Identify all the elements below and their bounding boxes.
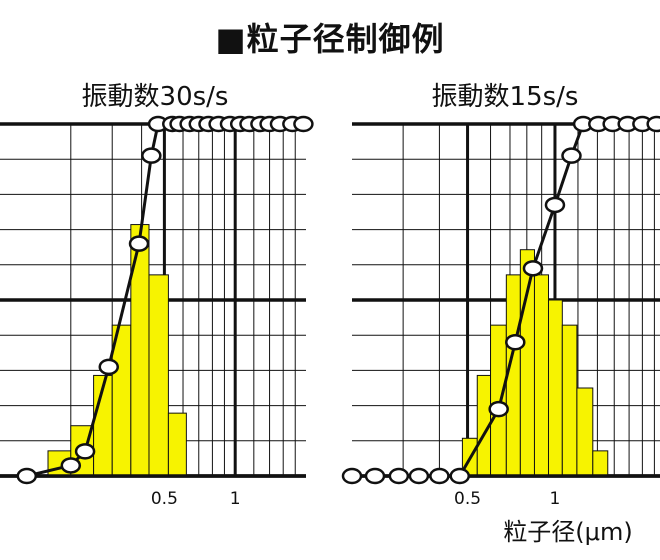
- cumulative-point: [488, 400, 509, 418]
- cumulative-point: [98, 358, 120, 376]
- panel-title-15: 振動数15s/s: [432, 82, 579, 112]
- x-tick-label: 1: [550, 489, 561, 509]
- histogram-bar: [561, 324, 578, 477]
- histogram-bar: [167, 412, 187, 477]
- figure-title: ■粒子径制御例: [215, 20, 445, 58]
- histogram-bar: [111, 324, 132, 477]
- histogram-bar: [148, 274, 169, 477]
- cumulative-point: [16, 467, 38, 485]
- cumulative-point: [561, 147, 582, 164]
- panel-title-30: 振動数30s/s: [82, 82, 229, 112]
- histogram-bar: [576, 387, 594, 477]
- chart-panel-15: 振動数15s/s 0.5 1: [341, 82, 660, 509]
- x-axis-label: 粒子径(μm): [503, 518, 632, 546]
- cumulative-point: [60, 457, 82, 474]
- cumulative-point: [429, 467, 450, 485]
- cumulative-point: [141, 147, 162, 164]
- histogram-bar: [519, 249, 535, 477]
- cumulative-point: [449, 467, 470, 485]
- histogram-bar: [547, 299, 563, 477]
- x-tick-label: 1: [230, 489, 241, 509]
- histogram-bar: [592, 450, 609, 477]
- cumulative-point: [646, 115, 660, 133]
- cumulative-point: [364, 467, 386, 485]
- histogram-bar: [533, 274, 549, 477]
- histogram-bar: [490, 324, 507, 477]
- x-tick-label: 0.5: [151, 489, 178, 509]
- cumulative-point: [74, 443, 96, 460]
- cumulative-point: [128, 235, 150, 252]
- cumulative-point: [408, 467, 430, 485]
- cumulative-point: [505, 333, 526, 351]
- cumulative-point: [522, 260, 544, 277]
- cumulative-point: [388, 467, 410, 485]
- cumulative-point: [544, 196, 566, 214]
- x-tick-label: 0.5: [454, 489, 481, 509]
- cumulative-point: [341, 467, 363, 485]
- cumulative-point: [293, 115, 314, 133]
- chart-panel-30: 振動数30s/s 0.5 1: [0, 82, 314, 509]
